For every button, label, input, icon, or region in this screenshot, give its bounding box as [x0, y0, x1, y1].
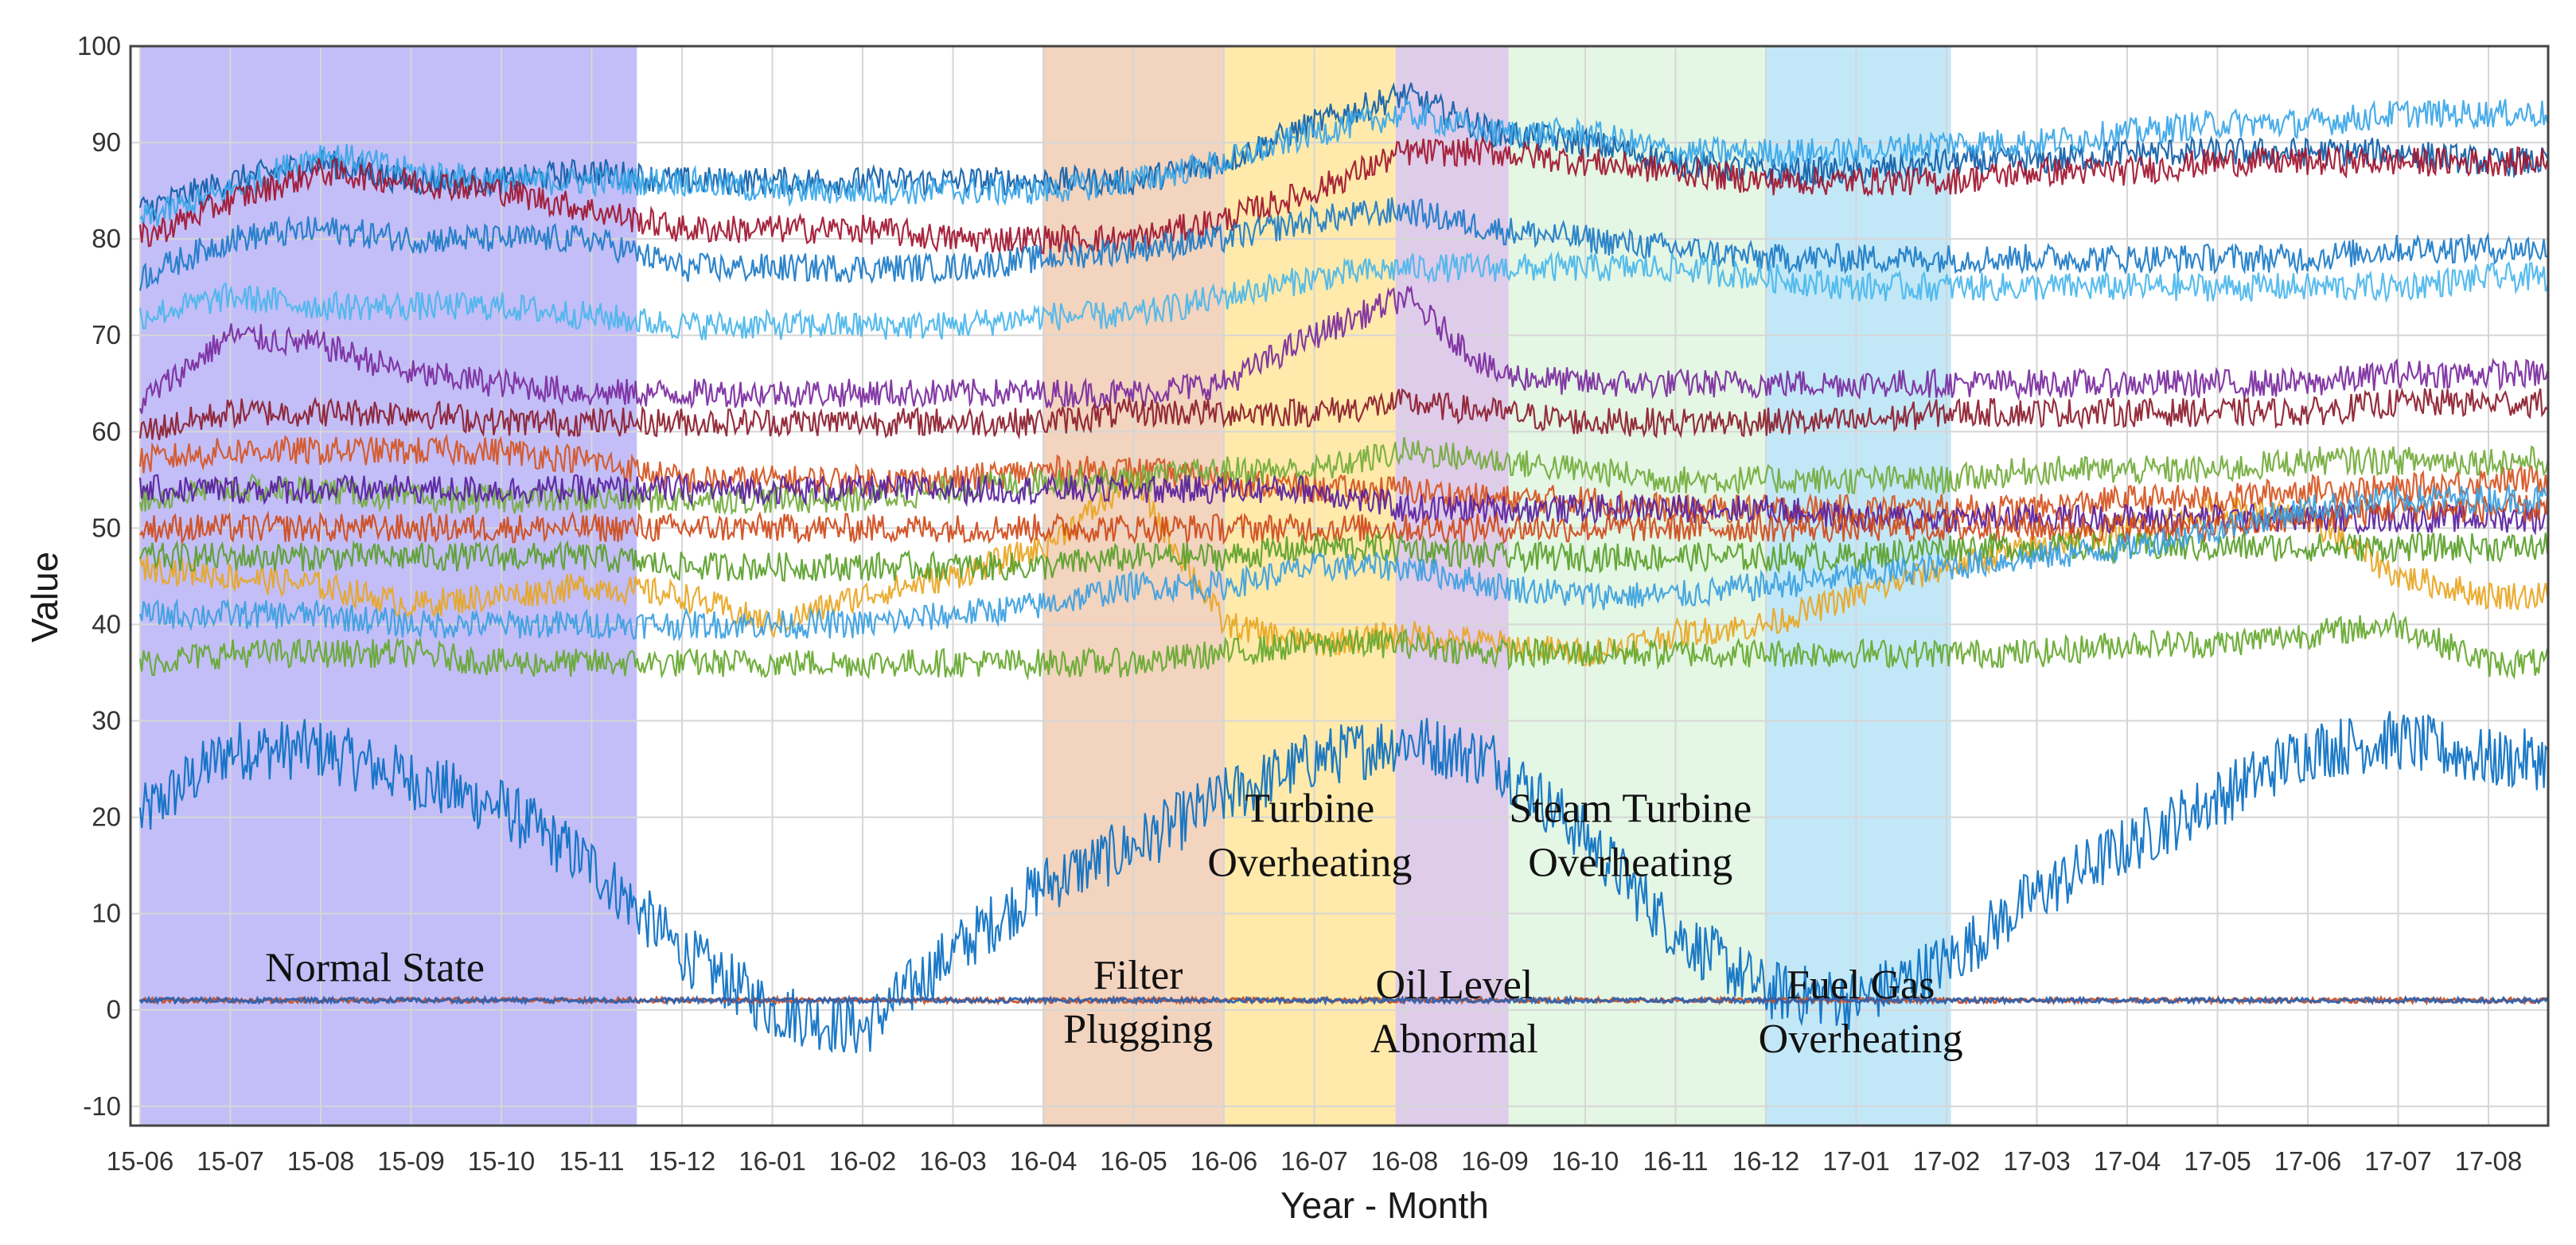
- x-tick-label: 15-11: [559, 1146, 625, 1176]
- region-label-1-0: Filter: [1093, 953, 1183, 998]
- x-axis-title: Year - Month: [1280, 1185, 1489, 1226]
- y-tick-label: 60: [92, 416, 121, 446]
- x-tick-label: 15-07: [197, 1146, 263, 1176]
- region-label-1-1: Plugging: [1063, 1007, 1213, 1052]
- x-tick-label: 15-08: [287, 1146, 354, 1176]
- series-line-s15: [138, 483, 2548, 642]
- series-line-s6: [138, 250, 2548, 341]
- plot-frame: [129, 45, 2550, 1127]
- x-tick-label: 17-03: [2003, 1146, 2070, 1176]
- y-tick-label: 0: [107, 995, 121, 1024]
- y-tick-label: 100: [77, 31, 121, 60]
- series-line-s10: [138, 433, 2548, 525]
- x-tick-label: 17-02: [1913, 1146, 1980, 1176]
- x-tick-labels: 15-06 15-07 15-08 15-09 15-10 15-11 15-12 16-01…: [107, 1146, 2522, 1176]
- region-label-2-1: Overheating: [1207, 841, 1412, 886]
- series-line-s1: [138, 711, 2548, 1054]
- y-tick-label: 40: [92, 609, 121, 638]
- region-label-5-1: Overheating: [1759, 1017, 1963, 1062]
- y-tick-label: 50: [92, 513, 121, 542]
- series-line-s16: [138, 610, 2548, 681]
- y-tick-labels: -10 0 10 20 30 40 50 60 70 80 90 100: [77, 31, 121, 1121]
- x-tick-label: 16-10: [1552, 1146, 1619, 1176]
- y-tick-label: 90: [92, 127, 121, 157]
- y-tick-label: 20: [92, 802, 121, 832]
- x-tick-label: 17-01: [1822, 1146, 1889, 1176]
- plot-clip: [138, 82, 2548, 1054]
- region-label-3-1: Abnormal: [1370, 1017, 1538, 1062]
- x-tick-label: 17-07: [2364, 1146, 2431, 1176]
- region-label-4-1: Overheating: [1528, 841, 1732, 886]
- gridlines: [131, 45, 2548, 1126]
- x-tick-label: 16-02: [829, 1146, 896, 1176]
- x-tick-label: 16-08: [1371, 1146, 1438, 1176]
- x-tick-label: 16-04: [1010, 1146, 1077, 1176]
- y-tick-label: 70: [92, 320, 121, 349]
- x-tick-label: 16-05: [1100, 1146, 1167, 1176]
- region-label-4-0: Steam Turbine: [1509, 786, 1752, 832]
- x-tick-label: 15-12: [649, 1146, 715, 1176]
- x-tick-label: 15-09: [377, 1146, 444, 1176]
- x-tick-label: 16-07: [1280, 1146, 1347, 1176]
- x-tick-label: 16-06: [1191, 1146, 1257, 1176]
- y-tick-label: -10: [83, 1091, 121, 1121]
- x-tick-label: 16-11: [1643, 1146, 1709, 1176]
- y-tick-label: 30: [92, 706, 121, 736]
- x-tick-label: 17-05: [2184, 1146, 2251, 1176]
- x-tick-label: 17-04: [2094, 1146, 2161, 1176]
- series-group: [138, 82, 2548, 1054]
- series-line-s18: [138, 994, 2548, 1006]
- x-tick-label: 17-06: [2274, 1146, 2341, 1176]
- x-tick-label: 16-12: [1732, 1146, 1799, 1176]
- series-line-s12: [138, 471, 2548, 536]
- series-line-s3: [139, 96, 2548, 227]
- y-tick-label: 80: [92, 224, 121, 253]
- y-tick-label: 10: [92, 899, 121, 928]
- series-line-s14: [138, 530, 2548, 582]
- x-tick-label: 15-10: [468, 1146, 535, 1176]
- series-line-s8: [138, 285, 2548, 414]
- region-band-2: [1224, 46, 1396, 1126]
- series-line-s2: [138, 82, 2548, 223]
- x-tick-label: 17-08: [2455, 1146, 2522, 1176]
- y-axis-title: Value: [24, 552, 65, 642]
- series-line-s5: [138, 197, 2548, 291]
- region-label-5-0: Fuel Gas: [1787, 962, 1935, 1008]
- x-tick-label: 16-09: [1461, 1146, 1528, 1176]
- series-line-s4: [138, 136, 2548, 255]
- region-band-5: [1766, 46, 1951, 1126]
- region-label-0-0: Normal State: [265, 945, 485, 990]
- x-tick-label: 16-01: [739, 1146, 805, 1176]
- region-label-2-0: Turbine: [1245, 786, 1374, 832]
- x-tick-label: 16-03: [919, 1146, 986, 1176]
- region-label-3-0: Oil Level: [1376, 962, 1534, 1008]
- series-line-s9: [138, 387, 2548, 441]
- x-tick-label: 15-06: [107, 1146, 173, 1176]
- region-labels: Normal State Filter Plugging Turbine Overhea…: [265, 786, 1962, 1063]
